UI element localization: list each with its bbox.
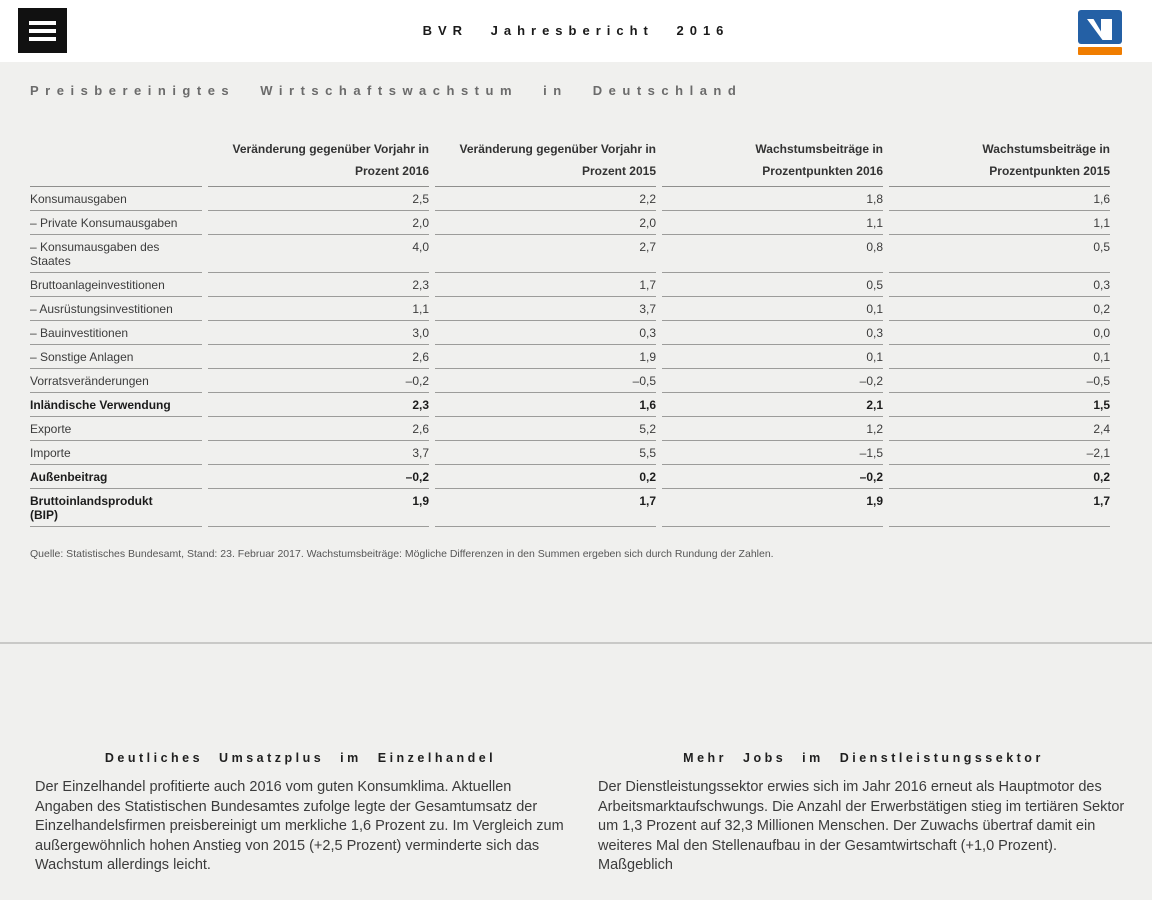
table-cell: 2,3 (208, 393, 429, 418)
table-cell: –0,2 (208, 369, 429, 394)
table-cell: 2,6 (208, 345, 429, 370)
table-cell: 0,3 (435, 321, 656, 346)
table-cell: 1,8 (662, 187, 883, 212)
section-heading: Mehr Jobs im Dienstleistungssektor (683, 751, 1044, 766)
table-cell: –0,5 (889, 369, 1110, 394)
table-cell: 0,1 (662, 345, 883, 370)
vr-logo-icon[interactable] (1078, 10, 1122, 55)
table-row-label: Bruttoinlandsprodukt (BIP) (30, 489, 202, 528)
table-cell: 1,9 (662, 489, 883, 528)
table-cell: 1,2 (662, 417, 883, 442)
table-cell: 2,5 (208, 187, 429, 212)
table-cell: 1,6 (889, 187, 1110, 212)
hamburger-menu-button[interactable] (18, 8, 67, 53)
table-cell: 2,0 (435, 211, 656, 236)
table-cell: 5,5 (435, 441, 656, 466)
table-cell: –0,5 (435, 369, 656, 394)
table-cell: 5,2 (435, 417, 656, 442)
table-cell: 1,1 (889, 211, 1110, 236)
table-source-note: Quelle: Statistisches Bundesamt, Stand: … (30, 548, 774, 561)
section-einzelhandel: Deutliches Umsatzplus im Einzelhandel De… (35, 751, 566, 876)
table-header-col4: Wachstumsbeiträge in Prozentpunkten 2015 (889, 138, 1110, 188)
page-title: Preisbereinigtes Wirtschaftswachstum in … (30, 83, 743, 98)
table-cell: –2,1 (889, 441, 1110, 466)
table-row-label: – Konsumausgaben des Staates (30, 235, 202, 274)
table-cell: –0,2 (662, 465, 883, 490)
bottom-sections: Deutliches Umsatzplus im Einzelhandel De… (35, 644, 1130, 876)
table-row-label: – Private Konsumausgaben (30, 211, 202, 236)
section-dienstleistung: Mehr Jobs im Dienstleistungssektor Der D… (598, 751, 1129, 876)
table-cell: 0,2 (889, 465, 1110, 490)
table-cell: 2,6 (208, 417, 429, 442)
table-cell: 2,7 (435, 235, 656, 274)
table-cell: 0,1 (662, 297, 883, 322)
table-row-label: Exporte (30, 417, 202, 442)
section-body: Der Dienstleistungssektor erwies sich im… (598, 779, 1125, 874)
table-cell: 2,0 (208, 211, 429, 236)
table-row-label: – Ausrüstungsinvestitionen (30, 297, 202, 322)
table-header-empty (30, 138, 202, 188)
table-cell: –0,2 (208, 465, 429, 490)
table-row-label: Vorratsveränderungen (30, 369, 202, 394)
table-cell: 3,7 (435, 297, 656, 322)
page-content: Preisbereinigtes Wirtschaftswachstum in … (0, 62, 1152, 900)
table-cell: 0,5 (662, 273, 883, 298)
table-row-label: – Bauinvestitionen (30, 321, 202, 346)
table-cell: 0,8 (662, 235, 883, 274)
table-cell: 1,1 (662, 211, 883, 236)
table-row-label: Inländische Verwendung (30, 393, 202, 418)
table-row-label: Konsumausgaben (30, 187, 202, 212)
table-cell: –1,5 (662, 441, 883, 466)
table-cell: 0,2 (889, 297, 1110, 322)
table-cell: 1,7 (435, 273, 656, 298)
section-body: Der Einzelhandel profitierte auch 2016 v… (35, 779, 564, 874)
table-header-col2: Veränderung gegenüber Vorjahr in Prozent… (435, 138, 656, 188)
table-cell: 1,7 (435, 489, 656, 528)
table-cell: 0,5 (889, 235, 1110, 274)
table-cell: –0,2 (662, 369, 883, 394)
table-cell: 1,6 (435, 393, 656, 418)
section-divider (0, 642, 1152, 645)
top-bar: BVR Jahresbericht 2016 (0, 0, 1152, 62)
table-cell: 3,0 (208, 321, 429, 346)
table-header-col1: Veränderung gegenüber Vorjahr in Prozent… (208, 138, 429, 188)
table-row-label: Außenbeitrag (30, 465, 202, 490)
table-cell: 2,4 (889, 417, 1110, 442)
growth-table: Veränderung gegenüber Vorjahr in Prozent… (30, 138, 1110, 528)
table-cell: 2,3 (208, 273, 429, 298)
table-cell: 0,3 (662, 321, 883, 346)
table-row-label: – Sonstige Anlagen (30, 345, 202, 370)
table-cell: 3,7 (208, 441, 429, 466)
table-cell: 0,1 (889, 345, 1110, 370)
report-title: BVR Jahresbericht 2016 (422, 23, 730, 38)
table-cell: 2,1 (662, 393, 883, 418)
table-cell: 2,2 (435, 187, 656, 212)
table-cell: 4,0 (208, 235, 429, 274)
section-heading: Deutliches Umsatzplus im Einzelhandel (104, 751, 497, 766)
table-row-label: Bruttoanlageinvestitionen (30, 273, 202, 298)
table-cell: 0,3 (889, 273, 1110, 298)
table-cell: 0,2 (435, 465, 656, 490)
table-cell: 0,0 (889, 321, 1110, 346)
table-cell: 1,5 (889, 393, 1110, 418)
table-cell: 1,1 (208, 297, 429, 322)
table-header-col3: Wachstumsbeiträge in Prozentpunkten 2016 (662, 138, 883, 188)
table-cell: 1,9 (435, 345, 656, 370)
table-row-label: Importe (30, 441, 202, 466)
hamburger-icon (29, 20, 56, 25)
table-cell: 1,9 (208, 489, 429, 528)
table-cell: 1,7 (889, 489, 1110, 528)
